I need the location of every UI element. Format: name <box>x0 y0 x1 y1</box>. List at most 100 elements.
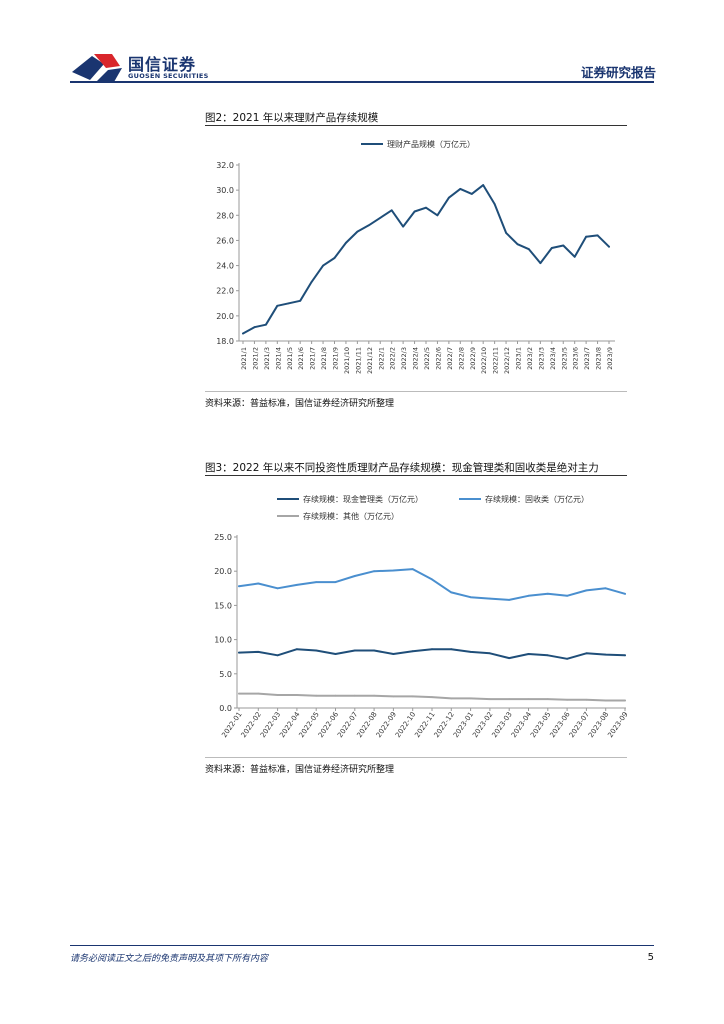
data-point <box>562 244 565 247</box>
x-tick-label: 2021/6 <box>297 347 305 370</box>
data-point <box>566 594 568 597</box>
x-tick-label: 2022/5 <box>423 347 431 370</box>
data-point <box>469 596 472 599</box>
data-point <box>257 692 260 695</box>
figure2-source: 资料来源：普益标准，国信证券经济研究所整理 <box>205 399 395 409</box>
data-point <box>489 652 491 655</box>
data-point <box>353 575 356 577</box>
footer-divider <box>70 945 654 946</box>
data-point <box>333 257 336 259</box>
data-point <box>585 235 587 238</box>
x-tick-label: 2022/1 <box>377 347 385 370</box>
x-tick-label: 2021/10 <box>343 347 351 374</box>
data-point <box>505 232 507 234</box>
data-point <box>431 648 433 651</box>
data-point <box>624 654 626 657</box>
data-point <box>527 594 530 597</box>
y-tick-label: 20.0 <box>216 312 234 321</box>
data-point <box>527 698 530 700</box>
data-point <box>585 652 588 655</box>
x-tick-label: 2023/1 <box>515 347 523 370</box>
y-tick-label: 18.0 <box>216 337 234 346</box>
y-tick-label: 10.0 <box>214 636 232 645</box>
x-tick-label: 2023/2 <box>526 347 534 370</box>
data-point <box>315 649 318 652</box>
data-point <box>238 585 240 588</box>
data-point <box>373 694 375 697</box>
legend-label: 存续规模：固收类（万亿元） <box>485 494 589 504</box>
x-tick-label: 2023/7 <box>583 347 591 370</box>
legend-label: 存续规模：其他（万亿元） <box>303 511 399 521</box>
data-point <box>322 264 324 267</box>
x-tick-label: 2022/10 <box>480 347 488 374</box>
data-point <box>604 699 607 702</box>
data-point <box>448 196 450 199</box>
header-divider <box>70 81 654 83</box>
data-point <box>334 581 337 583</box>
x-tick-label: 2023/6 <box>572 347 580 370</box>
data-point <box>566 657 568 660</box>
data-point <box>566 698 568 701</box>
y-tick-label: 0.0 <box>219 704 232 713</box>
data-point <box>253 326 256 329</box>
x-tick-label: 2022/9 <box>469 347 477 370</box>
data-point <box>257 651 260 653</box>
data-point <box>459 188 462 190</box>
data-point <box>585 698 588 701</box>
data-point <box>296 694 298 696</box>
data-point <box>392 653 395 655</box>
series-line-1 <box>238 648 626 660</box>
x-tick-label: 2023/5 <box>560 347 568 370</box>
data-point <box>411 695 414 698</box>
x-tick-label: 2022/12 <box>503 347 511 374</box>
data-point <box>436 214 439 217</box>
data-point <box>425 206 427 209</box>
data-point <box>356 230 359 233</box>
y-tick-label: 20.0 <box>214 567 232 576</box>
x-tick-label: 2021/5 <box>286 347 294 370</box>
data-point <box>238 692 240 695</box>
x-tick-label: 2021/11 <box>354 347 362 374</box>
data-point <box>469 697 472 700</box>
data-point <box>276 587 279 590</box>
data-point <box>546 698 549 700</box>
data-point <box>450 648 453 651</box>
y-tick-label: 22.0 <box>216 287 234 296</box>
x-tick-label: 2021/7 <box>309 347 317 370</box>
data-point <box>334 653 337 655</box>
y-tick-label: 26.0 <box>216 236 234 245</box>
x-tick-label: 2022/2 <box>389 347 397 370</box>
figure3-line-chart: 0.05.010.015.020.025.02022-012022-022022… <box>214 494 627 739</box>
data-point <box>482 184 485 186</box>
x-tick-label: 2022/4 <box>412 347 420 370</box>
figure3-top-rule <box>205 475 627 476</box>
y-tick-label: 5.0 <box>219 670 232 679</box>
data-point <box>392 569 395 572</box>
data-point <box>413 210 416 213</box>
data-point <box>299 299 302 302</box>
legend-label: 存续规模：现金管理类（万亿元） <box>303 494 423 504</box>
x-tick-label: 2022/8 <box>457 347 465 370</box>
data-point <box>238 651 240 654</box>
data-point <box>489 597 491 600</box>
data-point <box>546 592 549 595</box>
data-point <box>287 302 290 305</box>
x-tick-label: 2021/3 <box>263 347 271 370</box>
legend-label: 理财产品规模（万亿元） <box>387 139 475 149</box>
data-point <box>296 584 298 586</box>
data-point <box>508 599 511 601</box>
x-tick-label: 2023/3 <box>537 347 545 370</box>
data-point <box>373 570 375 573</box>
data-point <box>402 225 404 228</box>
data-point <box>573 255 576 258</box>
data-point <box>596 234 599 237</box>
data-point <box>334 694 337 697</box>
data-point <box>604 587 607 590</box>
guosen-logo-icon <box>72 54 122 82</box>
data-point <box>527 653 530 655</box>
data-point <box>276 304 279 307</box>
report-type: 证券研究报告 <box>580 65 656 80</box>
data-point <box>450 591 453 594</box>
footer-disclaimer: 请务必阅读正文之后的免责声明及其项下所有内容 <box>70 954 269 964</box>
